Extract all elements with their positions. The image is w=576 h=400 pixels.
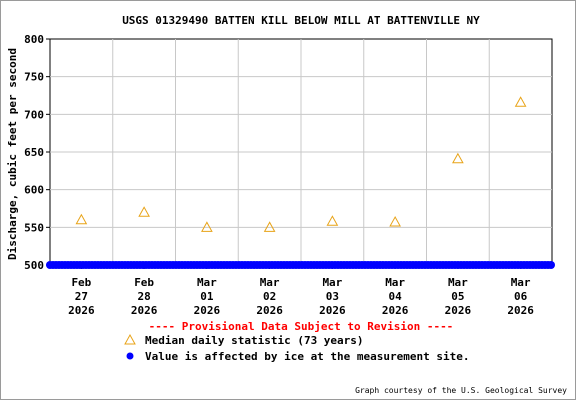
- x-tick-label: 03: [326, 290, 339, 303]
- chart-title: USGS 01329490 BATTEN KILL BELOW MILL AT …: [122, 14, 480, 27]
- x-tick-label: Feb: [134, 276, 154, 289]
- y-tick-label: 700: [24, 108, 44, 121]
- x-axis-ticks: Feb272026Feb282026Mar012026Mar022026Mar0…: [68, 265, 534, 317]
- x-tick-label: 04: [389, 290, 403, 303]
- provisional-note: ---- Provisional Data Subject to Revisio…: [149, 320, 454, 333]
- x-tick-label: 2026: [194, 304, 221, 317]
- graph-credit: Graph courtesy of the U.S. Geological Su…: [355, 386, 567, 395]
- x-tick-label: Mar: [197, 276, 217, 289]
- y-axis-label: Discharge, cubic feet per second: [6, 48, 19, 260]
- y-tick-label: 550: [24, 221, 44, 234]
- x-tick-label: 02: [263, 290, 276, 303]
- y-tick-label: 600: [24, 184, 44, 197]
- x-tick-label: 2026: [507, 304, 534, 317]
- grid-lines: [50, 39, 552, 265]
- x-tick-label: 2026: [256, 304, 283, 317]
- median-point: [138, 206, 150, 217]
- x-tick-label: 2026: [319, 304, 346, 317]
- x-tick-label: 2026: [68, 304, 95, 317]
- legend-entry-median: Median daily statistic (73 years): [145, 334, 364, 347]
- x-tick-label: 28: [138, 290, 151, 303]
- legend-dot-icon: [126, 352, 134, 360]
- x-tick-label: Mar: [260, 276, 280, 289]
- y-tick-label: 800: [24, 33, 44, 46]
- x-tick-label: 2026: [131, 304, 158, 317]
- median-point: [201, 221, 213, 232]
- x-tick-label: 06: [514, 290, 528, 303]
- ice-affected-series: [46, 261, 555, 269]
- x-tick-label: 27: [75, 290, 88, 303]
- median-point: [389, 216, 401, 227]
- median-point: [75, 213, 88, 225]
- y-tick-label: 500: [24, 259, 44, 272]
- x-tick-label: Mar: [322, 276, 342, 289]
- median-point: [326, 215, 339, 226]
- median-point: [514, 96, 527, 107]
- y-axis-ticks: 500 550 600 650 700 750 800: [24, 33, 50, 272]
- x-tick-label: 05: [451, 290, 464, 303]
- x-tick-label: 2026: [445, 304, 472, 317]
- x-tick-label: Mar: [448, 276, 468, 289]
- y-tick-label: 650: [24, 146, 44, 159]
- median-point: [263, 221, 276, 232]
- x-tick-label: Feb: [71, 276, 91, 289]
- median-point: [452, 152, 464, 164]
- x-tick-label: 01: [200, 290, 214, 303]
- legend-triangle-icon: [124, 333, 136, 345]
- median-series: [75, 96, 527, 232]
- legend-entry-ice: Value is affected by ice at the measurem…: [145, 350, 470, 363]
- y-tick-label: 750: [24, 71, 44, 84]
- x-tick-label: 2026: [382, 304, 409, 317]
- x-tick-label: Mar: [385, 276, 405, 289]
- ice-point: [547, 261, 555, 269]
- x-tick-label: Mar: [511, 276, 531, 289]
